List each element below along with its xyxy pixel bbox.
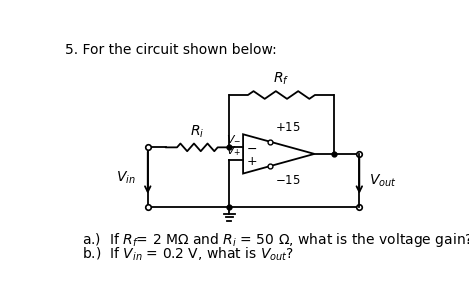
Text: $V_{out}$: $V_{out}$ <box>369 172 396 189</box>
Text: $V_{in}$: $V_{in}$ <box>116 169 136 185</box>
Text: $+15$: $+15$ <box>275 121 301 134</box>
Text: $R_f$: $R_f$ <box>273 71 289 87</box>
Text: $V_{-}$: $V_{-}$ <box>226 133 242 143</box>
Text: $-15$: $-15$ <box>275 174 301 187</box>
Text: $R_i$: $R_i$ <box>190 123 204 140</box>
Text: a.)  If $R_f$= 2 M$\Omega$ and $R_i$ = 50 $\Omega$, what is the voltage gain?: a.) If $R_f$= 2 M$\Omega$ and $R_i$ = 50… <box>82 230 469 249</box>
Text: 5. For the circuit shown below:: 5. For the circuit shown below: <box>65 43 277 57</box>
Text: $-$: $-$ <box>246 142 257 155</box>
Text: $V_{+}$: $V_{+}$ <box>227 144 242 158</box>
Text: b.)  If $V_{in}$ = 0.2 V, what is $V_{out}$?: b.) If $V_{in}$ = 0.2 V, what is $V_{out… <box>82 246 294 263</box>
Text: $+$: $+$ <box>246 155 257 168</box>
